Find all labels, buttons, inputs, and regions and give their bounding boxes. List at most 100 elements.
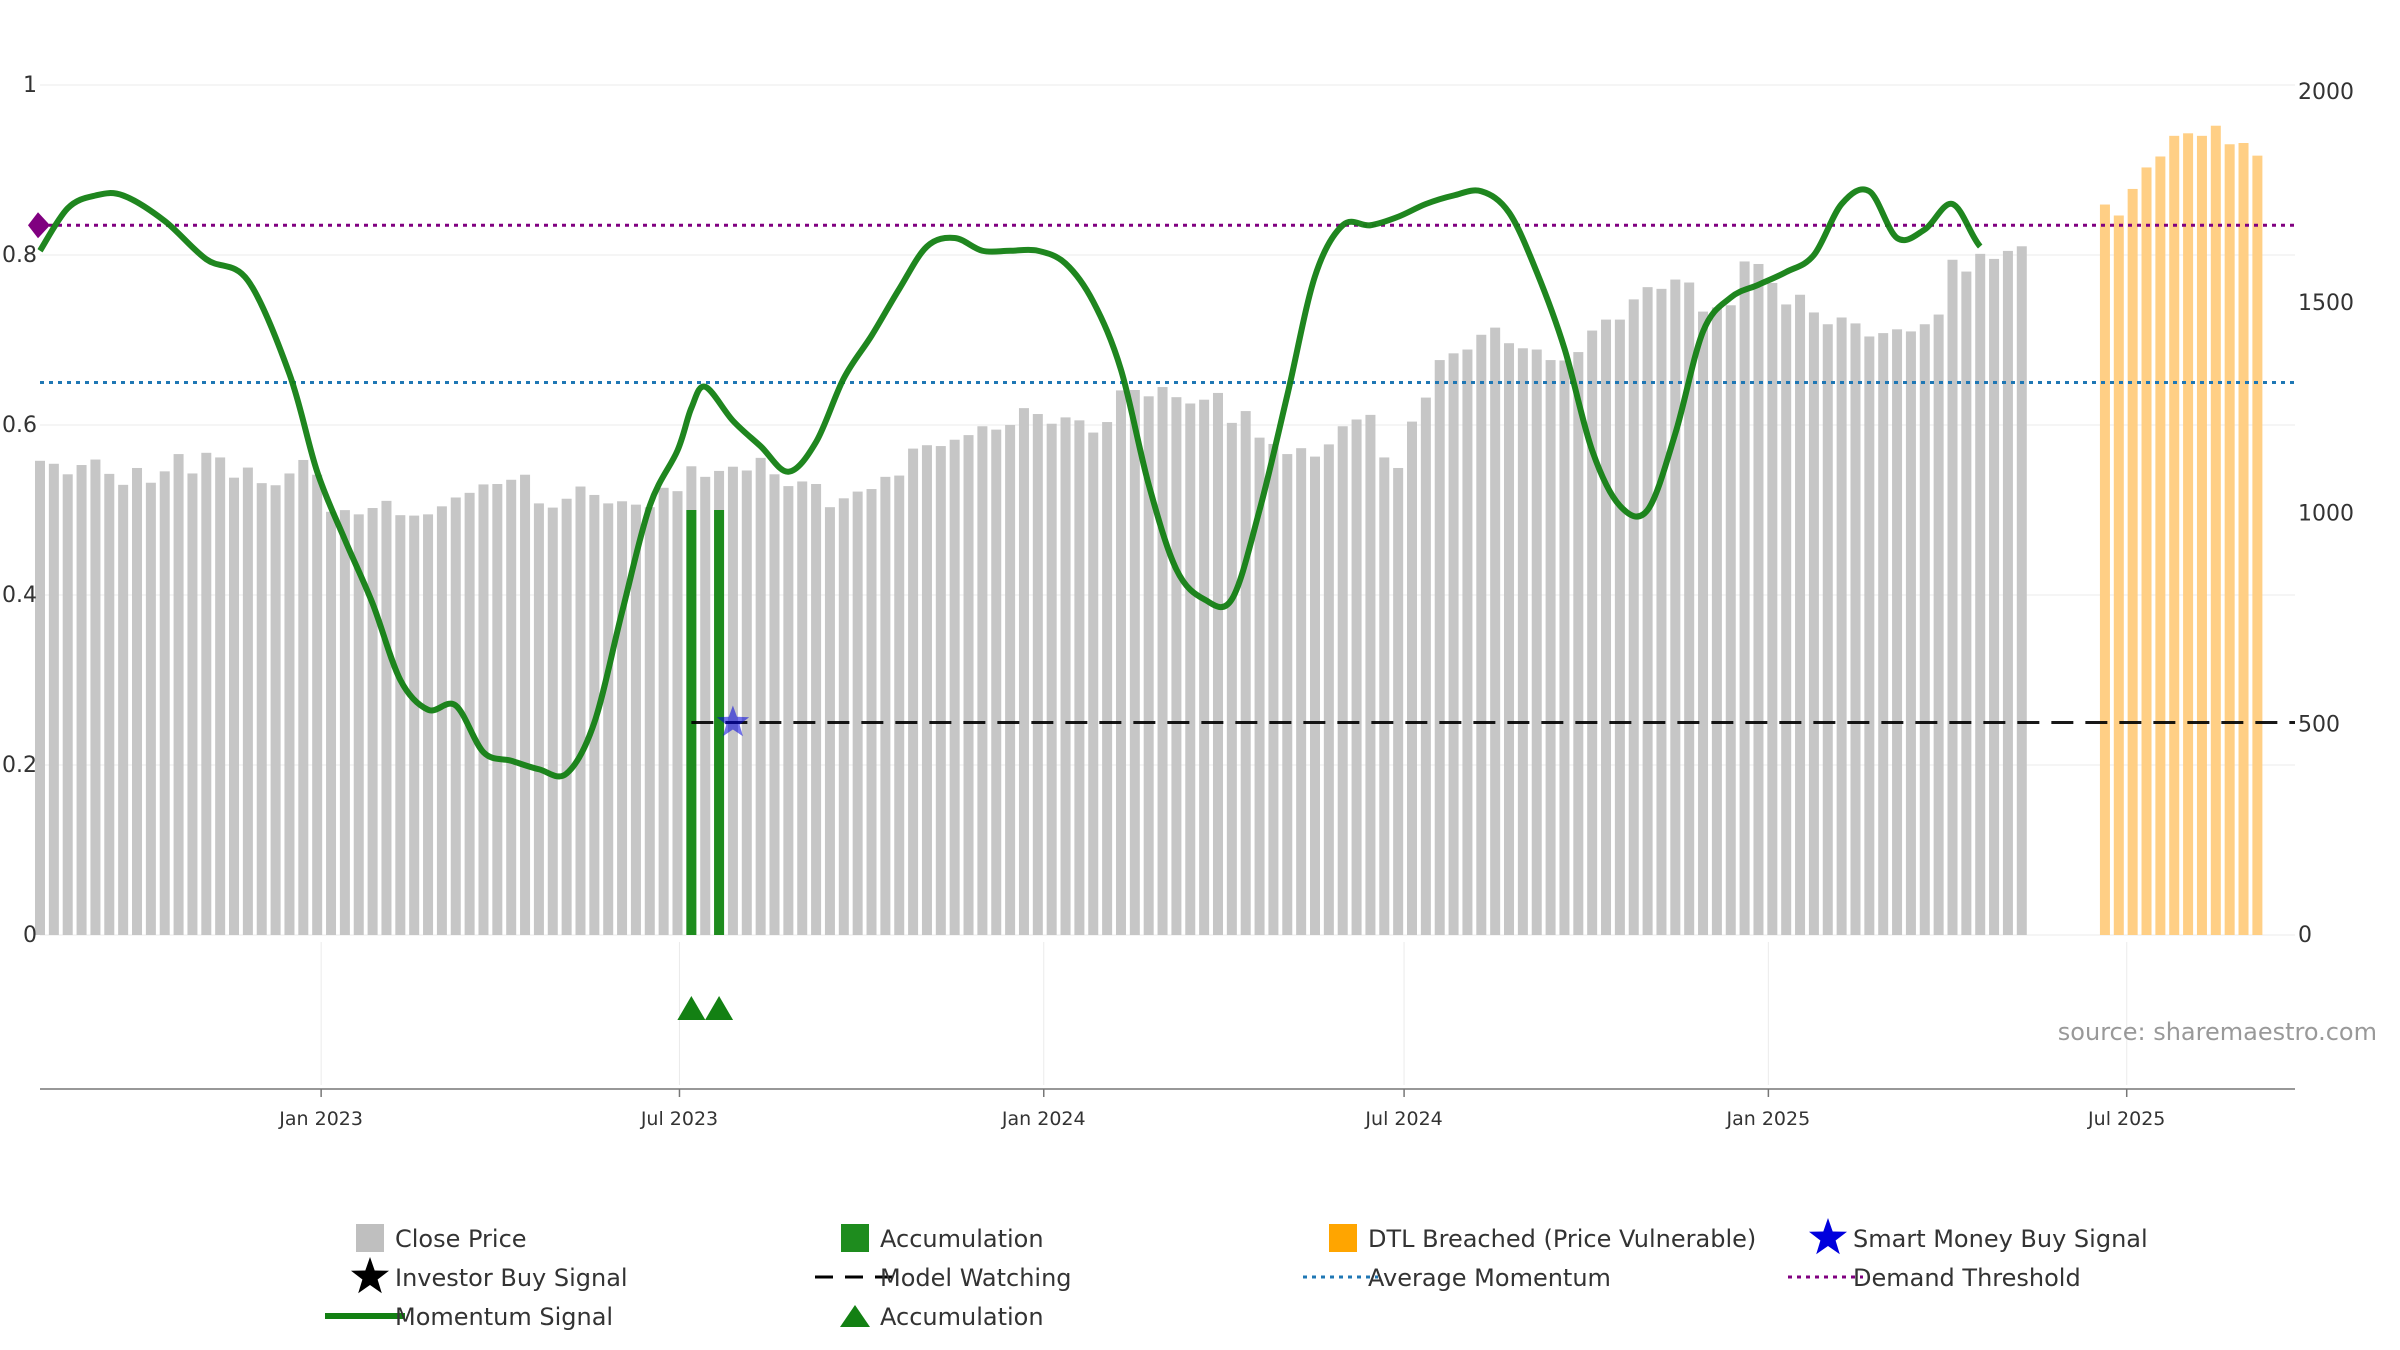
close-price-bar (1614, 319, 1625, 935)
close-price-bar (1074, 420, 1085, 935)
close-price-bar (1961, 271, 1972, 936)
close-price-bar (1462, 349, 1473, 935)
close-price-bar (852, 491, 863, 935)
close-price-bar (450, 497, 461, 935)
close-price-bar (1628, 299, 1639, 935)
close-price-bar (1282, 454, 1293, 935)
close-price-bar (1919, 324, 1930, 936)
close-price-bar (727, 466, 738, 935)
close-price-bar (35, 460, 45, 935)
close-price-bar (1698, 311, 1709, 935)
close-price-bar (700, 476, 711, 935)
momentum-signal-line (37, 186, 1983, 780)
close-price-bar (1767, 282, 1778, 935)
close-price-bar (1808, 312, 1819, 936)
momentum-signal (37, 186, 1983, 780)
close-price-bar (1268, 443, 1279, 935)
close-price-bar (1046, 423, 1057, 935)
legend-label: Demand Threshold (1853, 1264, 2081, 1292)
close-price-bar (1337, 426, 1348, 935)
left-axis-tick-label: 0.6 (2, 413, 37, 438)
close-price-bar (1129, 390, 1140, 935)
close-price-bar (464, 492, 475, 935)
dtl-breached-bar (2169, 135, 2180, 935)
close-price-bar (256, 483, 267, 935)
close-price-bar (312, 474, 323, 935)
close-price-bar (1476, 334, 1487, 935)
close-price-bar (1905, 331, 1916, 935)
right-axis-tick-label: 0 (2298, 923, 2312, 948)
close-price-bar (1420, 397, 1431, 935)
close-price-bar (1795, 294, 1806, 936)
dtl-breached-bar (2196, 135, 2207, 935)
close-price-bar (755, 457, 766, 935)
dtl-breached-bars (2099, 125, 2263, 936)
close-price-bar (215, 457, 226, 935)
left-axis-tick-label: 1 (23, 73, 37, 98)
close-price-bar (1171, 397, 1182, 935)
right-axis-tick-label: 1500 (2298, 291, 2354, 316)
close-price-bar (1226, 422, 1237, 935)
close-price-bar (395, 515, 406, 935)
close-price-bar (658, 487, 669, 935)
close-price-bar (880, 476, 891, 935)
left-axis-tick-label: 0 (23, 923, 37, 948)
close-price-bar (783, 486, 794, 935)
close-price-bar (1781, 304, 1792, 935)
legend-swatch (841, 1224, 869, 1252)
right-axis-tick-label: 2000 (2298, 80, 2354, 105)
close-price-bar (866, 489, 877, 935)
close-price-bar (1005, 424, 1016, 935)
legend-label: Accumulation (880, 1303, 1044, 1331)
close-price-bar (1351, 419, 1362, 935)
close-price-bar (1864, 336, 1875, 936)
close-price-bar (1088, 432, 1099, 935)
axes: 0 0.2 0.4 0.6 0.8 1 0 500 1000 1500 2000 Jan 2023 Ju… (2, 73, 2354, 1130)
close-price-bar (1490, 327, 1501, 935)
close-price-bar (173, 454, 184, 935)
close-price-bar (1559, 360, 1570, 936)
close-price-bar (1504, 343, 1515, 935)
x-axis-tick-label: Jan 2025 (1726, 1108, 1811, 1130)
close-price-bar (644, 507, 655, 935)
close-price-bar (921, 445, 932, 935)
dtl-breached-bar (2141, 167, 2152, 936)
source-note: source: sharemaestro.com (2058, 1018, 2377, 1046)
x-axis-tick-label: Jul 2025 (2087, 1108, 2165, 1130)
close-price-bar (298, 459, 309, 935)
close-price-bar (1836, 317, 1847, 935)
x-axis-tick-label: Jul 2024 (1364, 1108, 1442, 1130)
close-price-bar (436, 506, 447, 935)
dtl-breached-bar (2099, 204, 2110, 935)
close-price-bar (1587, 330, 1598, 936)
close-price-bars (35, 246, 2027, 936)
legend: Close Price Accumulation DTL Breached (Pri… (325, 1218, 2148, 1331)
legend-label: DTL Breached (Price Vulnerable) (1368, 1225, 1756, 1253)
close-price-bar (1032, 414, 1043, 935)
close-price-bar (894, 475, 905, 935)
legend-triangle-icon (840, 1305, 870, 1327)
close-price-bar (1517, 348, 1528, 936)
close-price-bar (367, 508, 378, 935)
close-price-bar (1296, 448, 1307, 935)
close-price-bar (409, 515, 420, 935)
close-price-bar (1933, 314, 1944, 935)
right-axis-tick-label: 500 (2298, 712, 2340, 737)
legend-label: Investor Buy Signal (395, 1264, 628, 1292)
dtl-breached-bar (2155, 156, 2166, 935)
right-axis-tick-label: 1000 (2298, 502, 2354, 527)
close-price-bar (547, 507, 558, 935)
legend-swatch (356, 1224, 384, 1252)
close-price-bar (381, 500, 392, 935)
close-price-bar (575, 486, 586, 935)
legend-label: Average Momentum (1368, 1264, 1611, 1292)
close-price-bar (1989, 258, 2000, 935)
close-price-bar (1601, 319, 1612, 935)
legend-star-icon (351, 1257, 389, 1294)
close-price-bar (1850, 323, 1861, 935)
close-price-bar (423, 514, 434, 935)
x-axis-tick-label: Jan 2024 (1001, 1108, 1086, 1130)
legend-swatch (1329, 1224, 1357, 1252)
close-price-bar (630, 504, 641, 935)
left-axis-tick-label: 0.4 (2, 583, 37, 608)
